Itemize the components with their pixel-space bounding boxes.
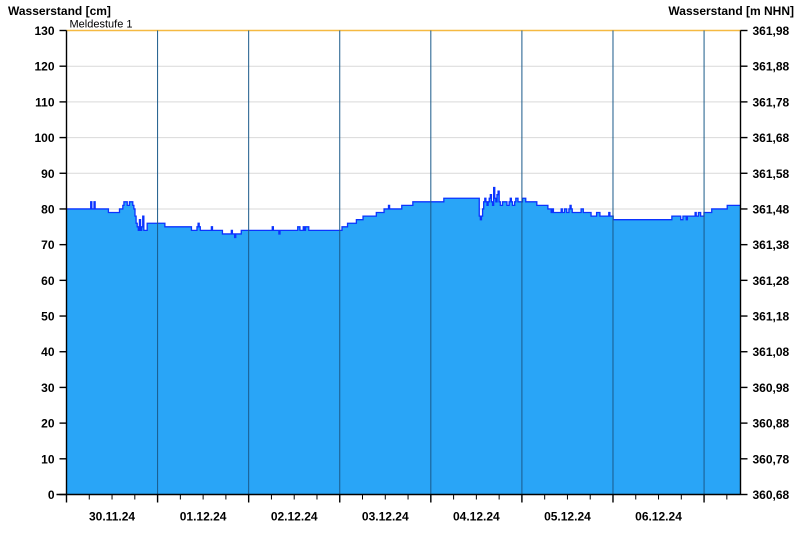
- y-tick-label: 120: [34, 60, 54, 74]
- x-tick-labels: 30.11.24 01.12.24 02.12.24 03.12.24 04.12.24…: [89, 510, 682, 524]
- y-tick-label: 70: [41, 238, 55, 252]
- left-axis-title: Wasserstand [cm]: [8, 4, 111, 18]
- y-tick-label-right: 361,88: [753, 60, 790, 74]
- y-tick-label-right: 360,78: [753, 452, 790, 466]
- y-tick-label-right: 361,48: [753, 202, 790, 216]
- y-tick-label-right: 360,68: [753, 488, 790, 502]
- y-tick-label: 100: [34, 131, 54, 145]
- y-tick-label: 30: [41, 381, 55, 395]
- y-tick-label: 80: [41, 202, 55, 216]
- x-tick-label: 03.12.24: [362, 510, 409, 524]
- y-tick-label: 10: [41, 452, 55, 466]
- y-tick-label-right: 361,68: [753, 131, 790, 145]
- bottom-axis: [56, 493, 741, 503]
- y-tick-label: 90: [41, 167, 55, 181]
- left-axis: [59, 29, 68, 496]
- y-tick-label-right: 361,58: [753, 167, 790, 181]
- y-tick-label: 40: [41, 345, 55, 359]
- y-tick-label: 130: [34, 24, 54, 38]
- y-tick-label-right: 361,08: [753, 345, 790, 359]
- water-level-area: [66, 187, 741, 495]
- x-tick-label: 30.11.24: [89, 510, 135, 524]
- water-level-line: [66, 186, 741, 239]
- right-axis-title: Wasserstand [m NHN]: [668, 4, 794, 18]
- x-tick-label: 02.12.24: [271, 510, 318, 524]
- right-tick-labels: 360,68 360,78 360,88 360,98 361,08 361,18 361,…: [753, 24, 790, 502]
- x-tick-label: 01.12.24: [180, 510, 227, 524]
- y-tick-label: 0: [48, 488, 55, 502]
- y-tick-label-right: 361,28: [753, 274, 790, 288]
- y-tick-label-right: 361,78: [753, 95, 790, 109]
- day-separators: [157, 30, 705, 495]
- y-tick-label-right: 361,98: [753, 24, 790, 38]
- meldestufe-1-label: Meldestufe 1: [70, 19, 133, 31]
- y-tick-label-right: 361,18: [753, 310, 790, 324]
- data-area: [66, 186, 741, 495]
- y-tick-label: 110: [35, 95, 55, 109]
- y-tick-label-right: 360,98: [753, 381, 790, 395]
- y-tick-label: 50: [41, 310, 55, 324]
- y-tick-label-right: 360,88: [753, 417, 790, 431]
- x-tick-label: 05.12.24: [544, 510, 591, 524]
- y-tick-label: 60: [41, 274, 55, 288]
- x-tick-label: 06.12.24: [635, 510, 682, 524]
- y-tick-label-right: 361,38: [753, 238, 790, 252]
- left-tick-labels: 0 10 20 30 40 50 60 70 80 90 100 110 120 130: [34, 24, 54, 502]
- right-axis: [739, 29, 748, 496]
- y-tick-label: 20: [41, 417, 55, 431]
- x-tick-label: 04.12.24: [453, 510, 500, 524]
